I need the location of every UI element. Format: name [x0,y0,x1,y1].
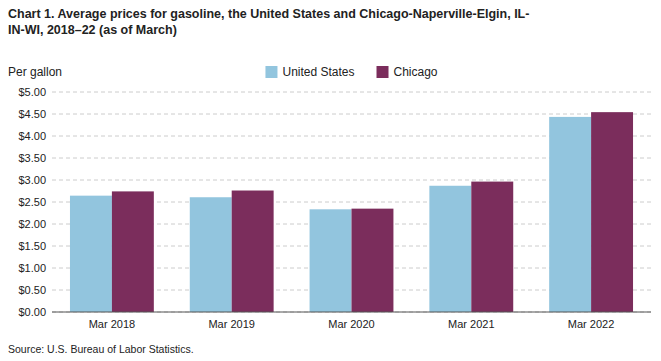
bar [429,186,471,312]
legend-label: United States [282,65,354,79]
legend-swatch [377,66,389,78]
y-tick-label: $4.50 [18,108,46,120]
legend: United States Chicago [265,65,437,79]
legend-swatch [265,66,277,78]
y-tick-label: $0.00 [18,306,46,318]
title: Chart 1. Average prices for gasoline, th… [8,7,529,37]
y-axis-label: Per gallon [8,65,62,79]
bar [310,209,352,312]
bar [70,196,112,312]
y-tick-label: $2.50 [18,196,46,208]
bar [352,209,394,312]
grid-line [52,312,651,313]
grid-line [52,92,651,93]
grid [52,92,651,312]
chart-container: Chart 1. Average prices for gasoline, th… [0,0,661,361]
x-tick-label: Mar 2022 [568,318,614,330]
bars [70,112,633,312]
chart-svg: Chart 1. Average prices for gasoline, th… [0,0,661,361]
bar [591,112,633,312]
bar [190,197,232,312]
bar [471,182,513,312]
title-line: IN-WI, 2018–22 (as of March) [8,23,177,37]
y-tick-label: $3.50 [18,152,46,164]
bar [549,117,591,312]
y-tick-label: $0.50 [18,284,46,296]
x-tick-label: Mar 2019 [208,318,254,330]
legend-item: United States [265,65,354,79]
y-tick-label: $1.50 [18,240,46,252]
x-tick-label: Mar 2020 [328,318,374,330]
title-line: Chart 1. Average prices for gasoline, th… [8,7,529,21]
y-tick-label: $4.00 [18,130,46,142]
x-tick-label: Mar 2018 [89,318,135,330]
grid-line [52,114,651,115]
x-tick-label: Mar 2021 [448,318,494,330]
x-axis-line [52,312,651,313]
bar [232,191,274,312]
bar [112,191,154,312]
y-tick-label: $3.00 [18,174,46,186]
y-tick-label: $2.00 [18,218,46,230]
y-tick-label: $1.00 [18,262,46,274]
source-note: Source: U.S. Bureau of Labor Statistics. [8,343,194,355]
legend-label: Chicago [394,65,438,79]
y-tick-label: $5.00 [18,86,46,98]
legend-item: Chicago [377,65,438,79]
